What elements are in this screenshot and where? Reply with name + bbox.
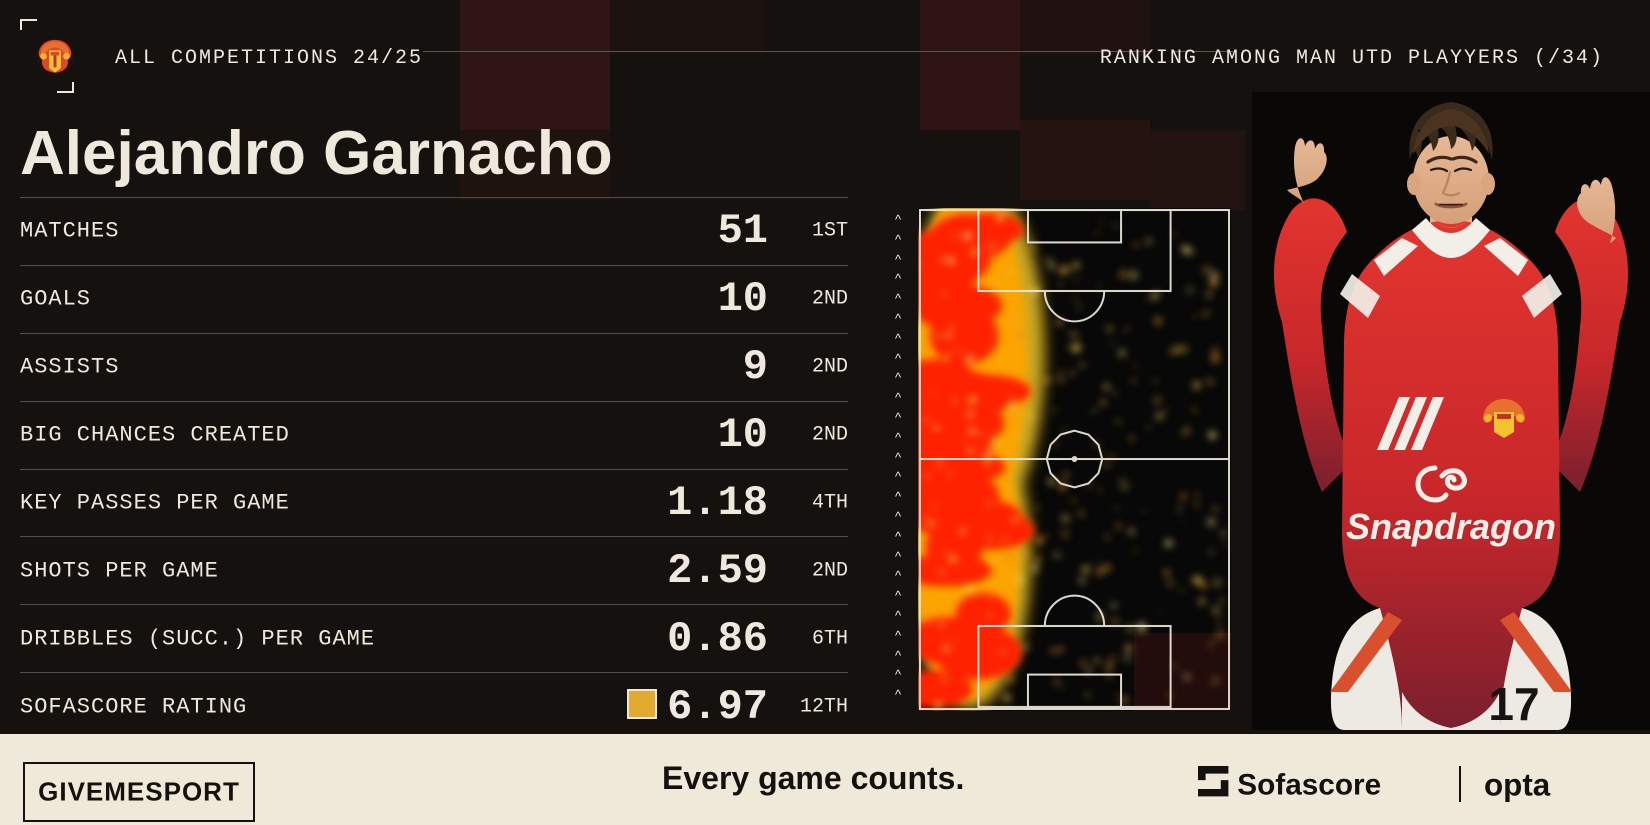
svg-text:Sofascore: Sofascore bbox=[1237, 769, 1381, 802]
svg-text:Snapdragon: Snapdragon bbox=[1346, 506, 1556, 547]
svg-text:opta: opta bbox=[1484, 768, 1551, 802]
svg-text:17: 17 bbox=[1488, 678, 1539, 730]
